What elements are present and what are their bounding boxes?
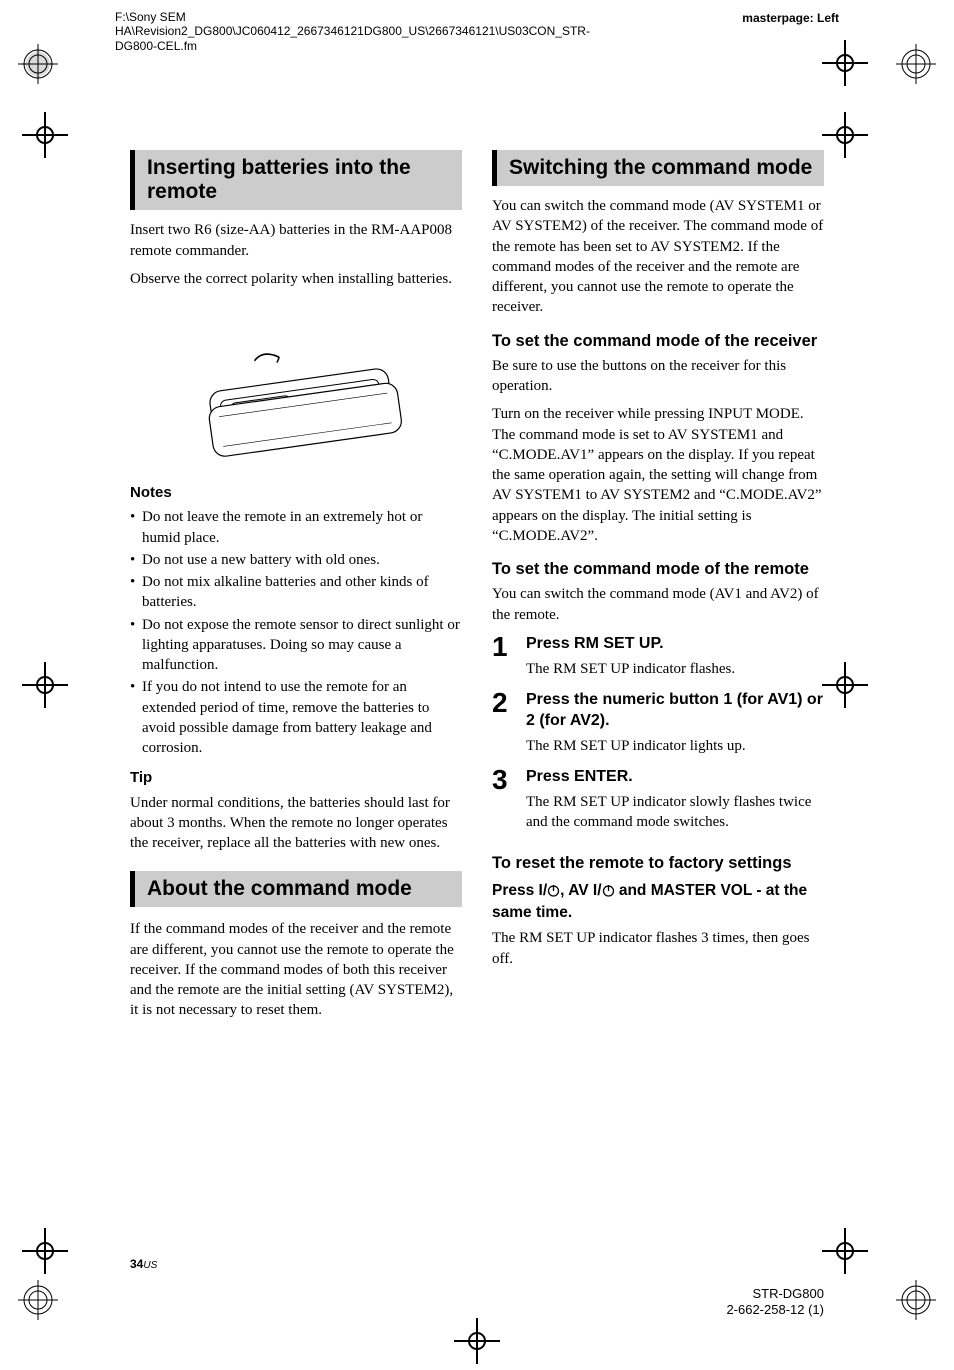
list-item: If you do not intend to use the remote f… xyxy=(130,677,462,758)
right-column: Switching the command mode You can switc… xyxy=(492,150,824,1029)
registration-mark-icon xyxy=(18,1280,58,1320)
step-text: The RM SET UP indicator lights up. xyxy=(526,736,824,756)
section-switching-command-mode: Switching the command mode xyxy=(492,150,824,186)
step-title: Press the numeric button 1 (for AV1) or … xyxy=(526,689,824,732)
list-item: Do not expose the remote sensor to direc… xyxy=(130,615,462,676)
crop-cross-icon xyxy=(822,112,868,158)
body-text: The RM SET UP indicator flashes 3 times,… xyxy=(492,928,824,969)
tip-heading: Tip xyxy=(130,768,462,788)
power-icon xyxy=(602,883,615,904)
left-column: Inserting batteries into the remote Inse… xyxy=(130,150,462,1029)
body-text: You can switch the command mode (AV SYST… xyxy=(492,196,824,318)
body-text: Observe the correct polarity when instal… xyxy=(130,269,462,289)
notes-list: Do not leave the remote in an extremely … xyxy=(130,507,462,758)
page-number: 34US xyxy=(130,1256,157,1273)
step-number: 2 xyxy=(492,689,512,756)
crop-cross-icon xyxy=(822,1228,868,1274)
section-inserting-batteries: Inserting batteries into the remote xyxy=(130,150,462,210)
section-about-command-mode: About the command mode xyxy=(130,871,462,907)
step-number: 3 xyxy=(492,766,512,832)
press-text-a: Press xyxy=(492,882,539,899)
step-text: The RM SET UP indicator slowly flashes t… xyxy=(526,792,824,833)
step-title: Press RM SET UP. xyxy=(526,633,824,655)
footer-model-info: STR-DG800 2-662-258-12 (1) xyxy=(726,1286,824,1319)
press-instruction: Press I/, AV I/ and MASTER VOL - at the … xyxy=(492,881,824,925)
body-text: If the command modes of the receiver and… xyxy=(130,919,462,1020)
page-header: F:\Sony SEM HA\Revision2_DG800\JC060412_… xyxy=(115,10,839,53)
step-title: Press ENTER. xyxy=(526,766,824,788)
list-item: Do not mix alkaline batteries and other … xyxy=(130,572,462,613)
header-masterpage: masterpage: Left xyxy=(742,10,839,26)
registration-mark-icon xyxy=(896,1280,936,1320)
header-file-path: F:\Sony SEM HA\Revision2_DG800\JC060412_… xyxy=(115,10,515,53)
subhead-set-remote-mode: To set the command mode of the remote xyxy=(492,558,824,580)
crop-cross-icon xyxy=(22,1228,68,1274)
page-region: US xyxy=(143,1260,157,1271)
body-text: You can switch the command mode (AV1 and… xyxy=(492,584,824,625)
body-text: Turn on the receiver while pressing INPU… xyxy=(492,404,824,546)
power-icon xyxy=(547,883,560,904)
footer-partno: 2-662-258-12 (1) xyxy=(726,1302,824,1318)
list-item: Do not leave the remote in an extremely … xyxy=(130,507,462,548)
registration-mark-icon xyxy=(18,44,58,84)
press-text-b: , AV xyxy=(560,882,593,899)
crop-cross-icon xyxy=(454,1318,500,1364)
remote-battery-illustration xyxy=(181,299,411,469)
notes-heading: Notes xyxy=(130,483,462,503)
page-number-value: 34 xyxy=(130,1257,143,1271)
body-text: Under normal conditions, the batteries s… xyxy=(130,793,462,854)
step-list: 1 Press RM SET UP. The RM SET UP indicat… xyxy=(492,633,824,832)
step-text: The RM SET UP indicator flashes. xyxy=(526,659,824,679)
registration-mark-icon xyxy=(896,44,936,84)
step-item: 3 Press ENTER. The RM SET UP indicator s… xyxy=(492,766,824,832)
step-item: 1 Press RM SET UP. The RM SET UP indicat… xyxy=(492,633,824,679)
crop-cross-icon xyxy=(822,40,868,86)
subhead-set-receiver-mode: To set the command mode of the receiver xyxy=(492,330,824,352)
list-item: Do not use a new battery with old ones. xyxy=(130,550,462,570)
crop-cross-icon xyxy=(822,662,868,708)
step-item: 2 Press the numeric button 1 (for AV1) o… xyxy=(492,689,824,756)
footer-model: STR-DG800 xyxy=(726,1286,824,1302)
body-text: Be sure to use the buttons on the receiv… xyxy=(492,356,824,397)
page-content: Inserting batteries into the remote Inse… xyxy=(130,150,824,1029)
step-number: 1 xyxy=(492,633,512,679)
body-text: Insert two R6 (size-AA) batteries in the… xyxy=(130,220,462,261)
crop-cross-icon xyxy=(22,662,68,708)
crop-cross-icon xyxy=(22,112,68,158)
subhead-reset-factory: To reset the remote to factory settings xyxy=(492,852,824,874)
